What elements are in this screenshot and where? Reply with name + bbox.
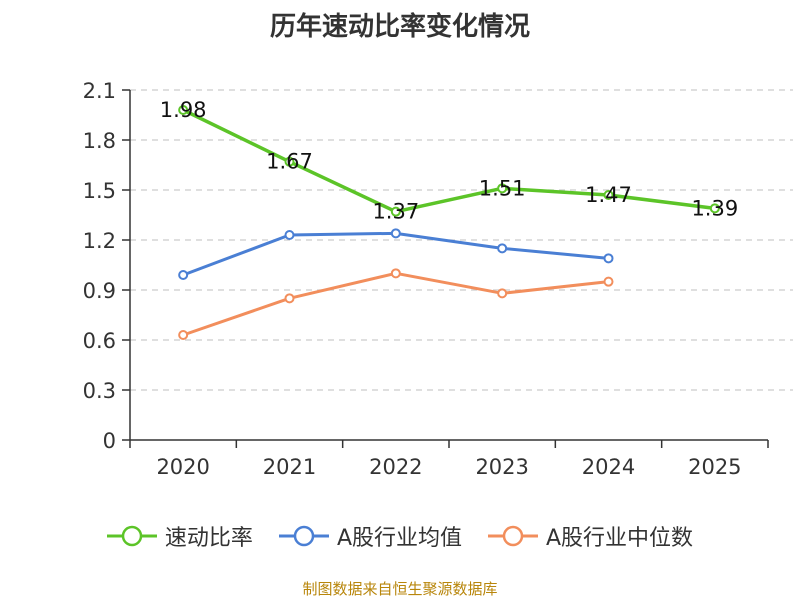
legend: 速动比率 A股行业均值 A股行业中位数	[0, 520, 800, 552]
data-source-note: 制图数据来自恒生聚源数据库	[302, 580, 498, 598]
y-tick-label: 1.2	[83, 229, 116, 253]
data-label: 1.47	[585, 183, 632, 207]
legend-line-icon	[106, 525, 157, 547]
legend-label: A股行业均值	[336, 526, 462, 551]
data-point	[603, 276, 614, 287]
data-point	[603, 253, 614, 264]
series-line	[182, 271, 609, 337]
data-point	[284, 156, 295, 167]
data-point	[603, 190, 614, 200]
x-tick-label: 2024	[582, 455, 635, 479]
data-point	[709, 203, 720, 214]
y-tick-label: 0.3	[83, 379, 116, 403]
legend-line-icon	[278, 525, 329, 547]
data-point	[497, 243, 508, 254]
x-tick-label: 2022	[369, 455, 422, 479]
y-tick-label: 1.8	[83, 129, 116, 153]
y-tick-label: 1.5	[83, 179, 116, 203]
chart-title: 历年速动比率变化情况	[269, 12, 530, 42]
data-point	[178, 270, 189, 280]
data-label: 1.98	[160, 98, 207, 122]
data-point	[497, 183, 508, 194]
data-point	[284, 230, 295, 240]
data-point	[390, 206, 401, 217]
x-tick-label: 2021	[263, 455, 316, 479]
data-point	[390, 228, 401, 239]
data-point	[284, 293, 295, 304]
series-line	[182, 108, 716, 214]
data-label: 1.37	[372, 200, 419, 224]
y-tick-label: 2.1	[83, 79, 116, 103]
data-label: 1.51	[479, 176, 526, 200]
x-tick-label: 2025	[688, 455, 741, 479]
legend-label: A股行业中位数	[546, 526, 694, 551]
legend-line-icon	[488, 525, 538, 547]
legend-item-industry-mean[interactable]: A股行业均值	[278, 520, 462, 552]
y-tick-label: 0	[103, 429, 116, 453]
y-tick-label: 0.6	[83, 329, 116, 353]
x-tick-label: 2020	[156, 455, 209, 479]
data-point	[497, 288, 508, 299]
legend-label: 速动比率	[164, 526, 253, 551]
x-tick-label: 2023	[475, 455, 528, 479]
data-point	[390, 268, 401, 279]
legend-item-quick-ratio[interactable]: 速动比率	[106, 520, 253, 552]
data-label: 1.39	[691, 196, 738, 220]
data-point	[178, 105, 189, 115]
legend-item-industry-median[interactable]: A股行业中位数	[488, 520, 693, 552]
data-point	[178, 330, 189, 340]
y-tick-label: 0.9	[83, 279, 116, 303]
data-label: 1.67	[266, 150, 313, 174]
